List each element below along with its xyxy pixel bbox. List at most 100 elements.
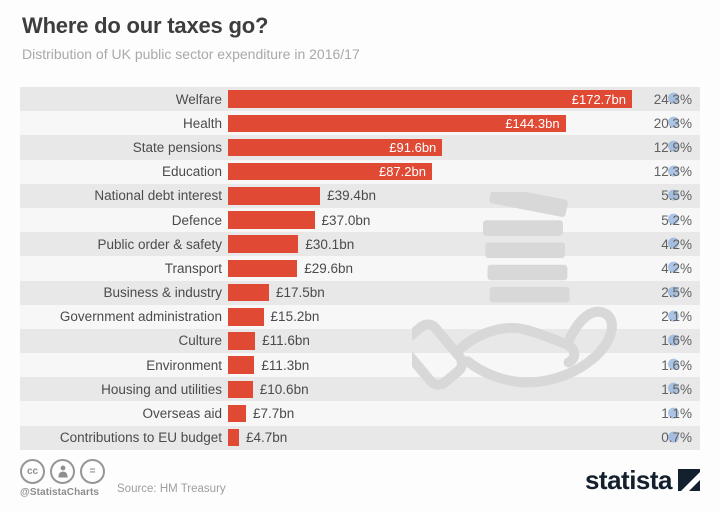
bar-value-outside: £29.6bn — [304, 260, 354, 276]
bar-track: £11.6bn — [228, 332, 632, 350]
row-percent: 5.5% — [632, 188, 700, 203]
bar — [228, 356, 255, 374]
header: Where do our taxes go? Distribution of U… — [22, 13, 360, 62]
bar-value-outside: £11.3bn — [261, 357, 310, 373]
bar — [228, 428, 239, 447]
bar-value-outside: £11.6bn — [262, 333, 310, 349]
page-subtitle: Distribution of UK public sector expendi… — [22, 46, 360, 62]
decimal-highlight-dot — [668, 358, 679, 370]
row-percent: 1.6% — [632, 333, 700, 348]
row-label: Education — [161, 164, 222, 180]
row-percent-text: 1.1% — [661, 406, 692, 422]
chart-rows: Welfare £172.7bn 24.3% Health £144.3bn — [20, 87, 700, 450]
decimal-highlight-dot — [668, 213, 679, 225]
bar-value-inside: £144.3bn — [505, 115, 560, 131]
license-icons: cc = — [20, 459, 105, 484]
bar: £144.3bn — [228, 114, 566, 133]
bar — [228, 259, 298, 278]
chart-row: Health £144.3bn 20.3% — [20, 111, 700, 136]
decimal-highlight-dot — [668, 165, 679, 177]
row-percent-text: 1.6% — [661, 333, 692, 349]
row-percent-text: 24.3% — [653, 91, 692, 107]
decimal-highlight-dot — [668, 92, 679, 104]
bar-track: £91.6bn — [228, 138, 632, 157]
row-label: Housing and utilities — [101, 381, 222, 397]
bar-value-outside: £39.4bn — [327, 188, 376, 204]
bar: £91.6bn — [228, 138, 443, 157]
bar — [228, 283, 269, 302]
statista-charts-handle[interactable]: @StatistaCharts — [20, 487, 100, 498]
bar — [228, 404, 246, 423]
row-percent-text: 2.1% — [661, 309, 692, 325]
bar-track: £37.0bn — [228, 211, 632, 229]
decimal-highlight-dot — [668, 237, 679, 249]
row-label: Contributions to EU budget — [59, 430, 222, 446]
bar-track: £15.2bn — [228, 308, 632, 326]
bar — [228, 308, 264, 326]
row-label: Public order & safety — [97, 236, 222, 252]
row-percent-text: 2.5% — [661, 285, 692, 301]
decimal-highlight-dot — [668, 407, 679, 419]
decimal-highlight-dot — [668, 116, 679, 128]
row-percent: 1.5% — [632, 382, 700, 397]
row-percent: 12.9% — [632, 140, 700, 155]
bar-track: £7.7bn — [228, 404, 632, 423]
decimal-highlight-dot — [668, 382, 679, 394]
row-percent: 5.2% — [632, 213, 700, 228]
bar-value-outside: £15.2bn — [270, 309, 320, 325]
row-label: National debt interest — [94, 188, 222, 204]
row-percent-text: 5.2% — [661, 212, 692, 228]
chart-row: Welfare £172.7bn 24.3% — [20, 87, 700, 112]
row-label: Overseas aid — [142, 406, 222, 422]
cc-label: cc — [26, 466, 39, 477]
chart-row: Defence £37.0bn 5.2% — [20, 207, 700, 233]
chart-row: Public order & safety £30.1bn 4.2% — [20, 232, 700, 257]
statista-logo[interactable]: statista — [585, 467, 700, 493]
row-label: Business & industry — [103, 285, 222, 301]
chart-row: Education £87.2bn 12.3% — [20, 159, 700, 184]
decimal-highlight-dot — [668, 431, 679, 443]
bar-value-outside: £4.7bn — [245, 430, 288, 446]
nd-label: = — [89, 466, 96, 477]
decimal-highlight-dot — [668, 262, 679, 274]
bar-track: £30.1bn — [228, 235, 632, 253]
bar-track: £144.3bn — [228, 114, 632, 133]
bar-track: £39.4bn — [228, 187, 632, 205]
bar-value-outside: £7.7bn — [253, 406, 295, 422]
chart-row: Culture £11.6bn 1.6% — [20, 328, 700, 354]
row-label: Defence — [171, 212, 222, 228]
chart-row: Contributions to EU budget £4.7bn 0.7% — [20, 425, 700, 450]
attribution-person-icon[interactable] — [50, 459, 75, 484]
chart-row: State pensions £91.6bn 12.9% — [20, 135, 700, 160]
row-label: Government administration — [59, 309, 222, 325]
chart-row: Transport £29.6bn 4.2% — [20, 256, 700, 281]
row-percent-text: 1.5% — [661, 381, 692, 397]
bar-track: £10.6bn — [228, 380, 632, 399]
bar — [228, 211, 315, 229]
row-percent-text: 12.3% — [653, 164, 692, 180]
bar-value-outside: £37.0bn — [321, 212, 371, 228]
decimal-highlight-dot — [668, 189, 679, 201]
person-glyph — [57, 465, 68, 478]
bar — [228, 187, 321, 205]
bar-value-inside: £87.2bn — [378, 164, 426, 180]
row-label: Welfare — [175, 91, 222, 107]
row-percent-text: 0.7% — [661, 430, 692, 446]
chart-row: Environment £11.3bn 1.6% — [20, 353, 700, 378]
no-derivatives-icon[interactable]: = — [80, 459, 105, 484]
row-label: Health — [182, 115, 222, 131]
chart-row: Business & industry £17.5bn 2.5% — [20, 280, 700, 305]
decimal-highlight-dot — [668, 310, 679, 322]
bar — [228, 380, 253, 399]
bar — [228, 332, 256, 350]
decimal-highlight-dot — [668, 334, 679, 346]
creative-commons-icon[interactable]: cc — [20, 459, 45, 484]
row-percent: 2.1% — [632, 309, 700, 324]
statista-wordmark: statista — [584, 465, 673, 495]
bar-value-inside: £172.7bn — [571, 91, 626, 107]
footer-license: cc = @StatistaCharts — [20, 459, 105, 498]
row-percent-text: 4.2% — [661, 236, 692, 252]
row-label: State pensions — [132, 139, 222, 155]
bar-track: £17.5bn — [228, 283, 632, 302]
